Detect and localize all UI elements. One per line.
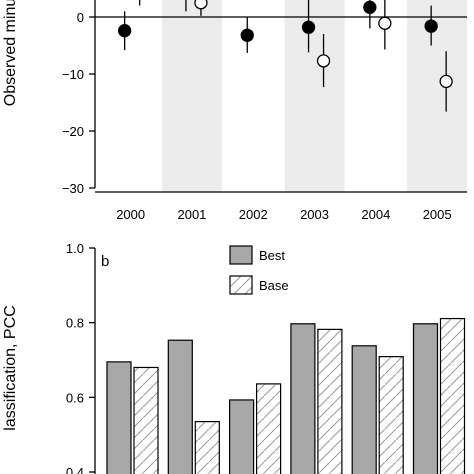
- point-open-2003: [316, 54, 331, 68]
- panel-b-letter: b: [101, 253, 109, 270]
- x-tick-label-2000: 2000: [116, 207, 145, 222]
- panel-a-series: [118, 0, 453, 112]
- x-tick-label-2001: 2001: [177, 207, 206, 222]
- x-tick-label-2004: 2004: [361, 207, 390, 222]
- bar-best-2003: [290, 323, 316, 474]
- bar-base-2002: [256, 383, 282, 474]
- legend-label-base: Base: [259, 278, 289, 293]
- bar-best-2005: [412, 323, 439, 474]
- bar-base-2005: [439, 317, 466, 474]
- panel-a-y-axis-title: Observed minu: [2, 0, 19, 106]
- y-tick-label: −20: [62, 124, 84, 139]
- y-tick-label: −10: [62, 67, 84, 82]
- bar-base-2003: [317, 328, 343, 474]
- b-y-tick-label: 0.8: [66, 316, 84, 331]
- legend-swatch-best: [229, 245, 253, 265]
- panel-b-y-ticks: 0.4 0.6 0.8 1.0: [66, 241, 95, 474]
- point-filled-2002: [240, 28, 254, 42]
- bar-best-2002: [229, 399, 255, 474]
- y-tick-label: 0: [77, 10, 84, 25]
- point-filled-2000: [118, 24, 132, 38]
- b-y-tick-label: 0.4: [66, 465, 84, 474]
- panel-b-bars: [106, 317, 466, 474]
- panel-b-legend: Best Base: [229, 245, 289, 295]
- bar-base-2001: [194, 421, 220, 474]
- legend-label-best: Best: [259, 248, 285, 263]
- shade-band-2001: [161, 0, 222, 192]
- panel-a-x-ticks: 2000 2001 2002 2003 2004 2005: [116, 207, 451, 222]
- x-tick-label-2002: 2002: [239, 207, 268, 222]
- point-open-2005: [439, 74, 453, 89]
- shade-band-2003: [284, 0, 345, 192]
- point-filled-2005: [424, 19, 438, 33]
- point-filled-2004: [363, 0, 377, 14]
- x-tick-label-2003: 2003: [300, 207, 329, 222]
- bar-base-2000: [133, 366, 159, 474]
- panel-b: 0.4 0.6 0.8 1.0 b lassification, PCC Best Ba…: [2, 241, 466, 474]
- bar-best-2004: [351, 345, 377, 474]
- y-tick-label: −30: [62, 181, 84, 196]
- bar-base-2004: [378, 356, 404, 474]
- point-filled-2003: [301, 20, 316, 34]
- bar-best-2001: [167, 339, 193, 474]
- year-shading-group: [161, 0, 468, 192]
- point-open-2004: [378, 16, 392, 30]
- x-tick-label-2005: 2005: [423, 207, 452, 222]
- b-y-tick-label: 0.6: [66, 390, 84, 405]
- bar-best-2000: [106, 361, 132, 474]
- legend-swatch-base: [229, 275, 253, 295]
- panel-a: −30 −20 −10 0 2000 2001 2002 2003 2004 2005 Obse…: [2, 0, 468, 222]
- panel-b-y-axis-title: lassification, PCC: [2, 305, 19, 430]
- panel-a-y-ticks: −30 −20 −10 0: [62, 10, 95, 196]
- b-y-tick-label: 1.0: [66, 241, 84, 256]
- shade-band-2005: [407, 0, 468, 192]
- point-open-2001: [194, 0, 208, 10]
